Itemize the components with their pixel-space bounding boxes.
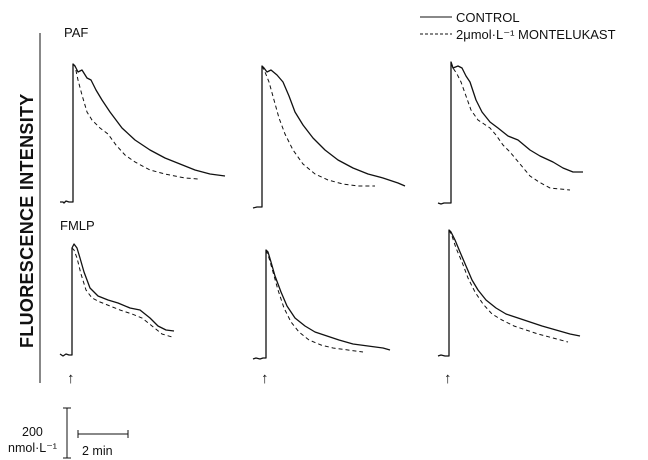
y-scale-unit: nmol·L⁻¹ — [8, 441, 57, 455]
montelukast-trace-paf-3 — [450, 61, 571, 191]
control-trace-fmlp-1 — [59, 243, 175, 357]
scale-bars: 200 nmol·L⁻¹ 2 min — [8, 407, 129, 459]
stimulus-arrow-3: ↑ — [444, 370, 452, 387]
control-trace-fmlp-3 — [437, 229, 581, 357]
montelukast-trace-fmlp-2 — [265, 249, 364, 353]
row-label-fmlp: FMLP — [60, 218, 95, 233]
y-axis-label: FLUORESCENCE INTENSITY — [17, 93, 37, 348]
row-label-paf: PAF — [64, 25, 88, 40]
y-scale-value: 200 — [22, 425, 43, 439]
control-trace-paf-2 — [252, 65, 406, 209]
legend-control-label: CONTROL — [456, 10, 520, 25]
montelukast-trace-fmlp-1 — [71, 247, 175, 339]
control-trace-paf-1 — [60, 63, 226, 204]
control-trace-paf-3 — [437, 61, 583, 205]
montelukast-trace-paf-2 — [261, 65, 375, 187]
stimulus-arrow-2: ↑ — [261, 370, 269, 387]
montelukast-trace-fmlp-3 — [448, 229, 569, 343]
x-scale-label: 2 min — [82, 444, 113, 458]
stimulus-arrow-1: ↑ — [67, 370, 75, 387]
traces — [59, 61, 583, 360]
legend-montelukast-label: 2μmol·L⁻¹ MONTELUKAST — [456, 27, 616, 42]
montelukast-trace-paf-1 — [72, 63, 199, 180]
stimulus-arrows: ↑ ↑ ↑ — [67, 370, 452, 387]
control-trace-fmlp-2 — [252, 249, 391, 360]
legend: CONTROL 2μmol·L⁻¹ MONTELUKAST — [420, 10, 616, 42]
